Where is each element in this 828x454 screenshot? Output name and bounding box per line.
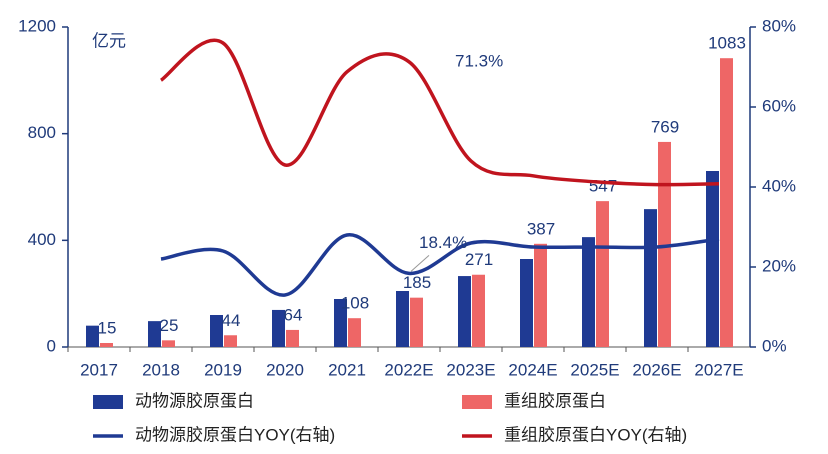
bar-value-label: 547	[589, 177, 617, 196]
bar	[644, 209, 657, 347]
bar	[534, 243, 547, 347]
x-tick-label: 2025E	[570, 360, 619, 379]
y-tick-label: 800	[28, 123, 56, 142]
bar	[148, 321, 161, 347]
bar	[100, 343, 113, 347]
bar-value-label: 185	[403, 273, 431, 292]
line	[159, 38, 720, 187]
x-tick-label: 2027E	[694, 360, 743, 379]
legend-label: 动物源胶原蛋白YOY(右轴)	[135, 425, 335, 444]
y-tick-label: 0	[47, 336, 56, 355]
bar	[224, 335, 237, 347]
legend-label: 重组胶原蛋白	[504, 391, 606, 410]
x-tick-label: 2021	[328, 360, 366, 379]
legend-label: 动物源胶原蛋白	[135, 391, 254, 410]
y-tick-label: 400	[28, 230, 56, 249]
bar-value-label: 769	[651, 117, 679, 136]
line-value-label: 18.4%	[419, 233, 467, 252]
label-connector	[410, 255, 430, 272]
bar-value-label: 108	[341, 294, 369, 313]
x-tick-label: 2017	[80, 360, 118, 379]
bar	[658, 141, 671, 347]
bar-value-label: 1083	[708, 34, 746, 53]
x-tick-label: 2024E	[508, 360, 557, 379]
x-tick-label: 2018	[142, 360, 180, 379]
y2-tick-label: 40%	[762, 176, 796, 195]
bar	[520, 259, 533, 347]
bar	[272, 309, 285, 347]
x-tick-label: 2020	[266, 360, 304, 379]
bar	[458, 276, 471, 347]
y-tick-label: 1200	[18, 16, 56, 35]
y2-tick-label: 80%	[762, 16, 796, 35]
bar	[334, 299, 347, 347]
line	[160, 233, 720, 297]
bar	[210, 315, 223, 347]
bar-value-label: 25	[160, 316, 179, 335]
bar	[86, 325, 99, 347]
bar	[286, 329, 299, 347]
bar	[582, 237, 595, 347]
bar	[396, 291, 409, 347]
y2-tick-label: 0%	[762, 336, 787, 355]
legend-swatch	[93, 395, 123, 409]
bar-value-label: 271	[465, 250, 493, 269]
bar	[472, 274, 485, 347]
bar	[596, 201, 609, 347]
bar	[720, 58, 733, 347]
bar	[348, 318, 361, 347]
bar-value-label: 64	[284, 305, 303, 324]
legend-swatch	[462, 395, 492, 409]
bar-value-label: 44	[222, 311, 241, 330]
legend-label: 重组胶原蛋白YOY(右轴)	[504, 425, 687, 444]
x-tick-label: 2022E	[384, 360, 433, 379]
bar-value-label: 15	[98, 318, 117, 337]
x-tick-label: 2019	[204, 360, 242, 379]
y-unit-label: 亿元	[92, 31, 126, 50]
line-value-label: 71.3%	[455, 51, 503, 70]
bar	[706, 171, 719, 347]
y2-tick-label: 20%	[762, 256, 796, 275]
y2-tick-label: 60%	[762, 96, 796, 115]
bar	[410, 297, 423, 347]
bar-value-label: 387	[527, 219, 555, 238]
bar	[162, 340, 175, 347]
x-tick-label: 2023E	[446, 360, 495, 379]
x-tick-label: 2026E	[632, 360, 681, 379]
